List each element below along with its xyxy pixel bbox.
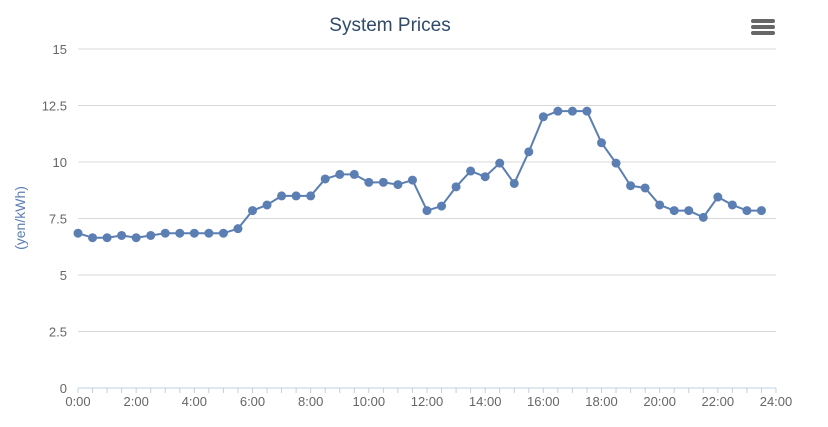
data-point[interactable] [378,177,388,187]
data-point[interactable] [175,228,185,238]
data-point[interactable] [495,158,505,168]
data-point[interactable] [218,228,228,238]
x-tick-label: 4:00 [182,394,207,409]
data-point[interactable] [335,169,345,179]
data-point[interactable] [437,201,447,211]
data-point[interactable] [160,228,170,238]
data-point[interactable] [509,178,519,188]
x-tick-label: 8:00 [298,394,323,409]
data-point[interactable] [466,166,476,176]
x-tick-label: 14:00 [469,394,502,409]
data-point[interactable] [698,212,708,222]
x-tick-label: 16:00 [527,394,560,409]
chart-title: System Prices [329,15,450,36]
data-point[interactable] [73,228,83,238]
chart-menu-button[interactable] [748,16,778,38]
data-point[interactable] [131,233,141,243]
data-point[interactable] [567,106,577,116]
x-tick-label: 12:00 [411,394,444,409]
data-point[interactable] [233,224,243,234]
data-point[interactable] [582,106,592,116]
x-tick-label: 2:00 [124,394,149,409]
data-point[interactable] [727,200,737,210]
x-tick-label: 18:00 [585,394,618,409]
y-axis: 0 2.5 5 7.5 10 12.5 15 [42,42,67,396]
y-tick-label: 10 [53,155,67,170]
data-point[interactable] [204,228,214,238]
data-point[interactable] [88,233,98,243]
data-point[interactable] [742,206,752,216]
data-point[interactable] [538,112,548,122]
hamburger-menu-icon-bar-middle [751,25,775,29]
y-tick-label: 7.5 [49,212,67,227]
x-tick-label: 6:00 [240,394,265,409]
data-point[interactable] [102,233,112,243]
data-point[interactable] [422,206,432,216]
y-tick-label: 12.5 [42,99,67,114]
data-point[interactable] [117,230,127,240]
data-point[interactable] [291,191,301,201]
data-point[interactable] [349,169,359,179]
data-point[interactable] [626,181,636,191]
y-tick-label: 0 [60,381,67,396]
data-point[interactable] [262,200,272,210]
x-tick-label: 20:00 [643,394,676,409]
data-point[interactable] [189,228,199,238]
data-point[interactable] [364,177,374,187]
y-axis-title: (yen/kWh) [12,186,28,250]
data-point[interactable] [655,200,665,210]
data-point[interactable] [597,138,606,148]
y-tick-label: 5 [60,268,67,283]
data-point[interactable] [684,206,694,216]
y-tick-label: 15 [53,42,67,57]
data-point[interactable] [306,191,316,201]
data-point[interactable] [451,182,461,192]
data-point[interactable] [713,192,723,202]
hamburger-menu-icon-bar-top [751,19,775,23]
data-point[interactable] [146,230,156,240]
series-line-group [73,106,766,243]
gridlines [78,48,776,332]
data-point[interactable] [480,172,490,182]
x-tick-labels: 0:00 2:00 4:00 6:00 8:00 10:00 12:00 14:00 16:00… [65,394,792,409]
y-tick-label: 2.5 [49,325,67,340]
data-point[interactable] [524,147,534,157]
data-point[interactable] [407,175,417,185]
x-tick-label: 22:00 [702,394,735,409]
data-point[interactable] [393,180,403,190]
x-tick-label: 10:00 [353,394,386,409]
data-point[interactable] [640,183,650,193]
x-tick-label: 0:00 [65,394,90,409]
data-point[interactable] [248,206,257,216]
data-point[interactable] [611,158,621,168]
data-point[interactable] [553,106,563,116]
hamburger-menu-icon-bar-bottom [751,31,775,35]
data-point[interactable] [756,206,766,216]
x-tick-label: 24:00 [760,394,793,409]
data-point[interactable] [277,191,287,201]
data-point[interactable] [320,174,330,184]
x-axis [77,387,777,393]
data-point[interactable] [669,206,679,216]
